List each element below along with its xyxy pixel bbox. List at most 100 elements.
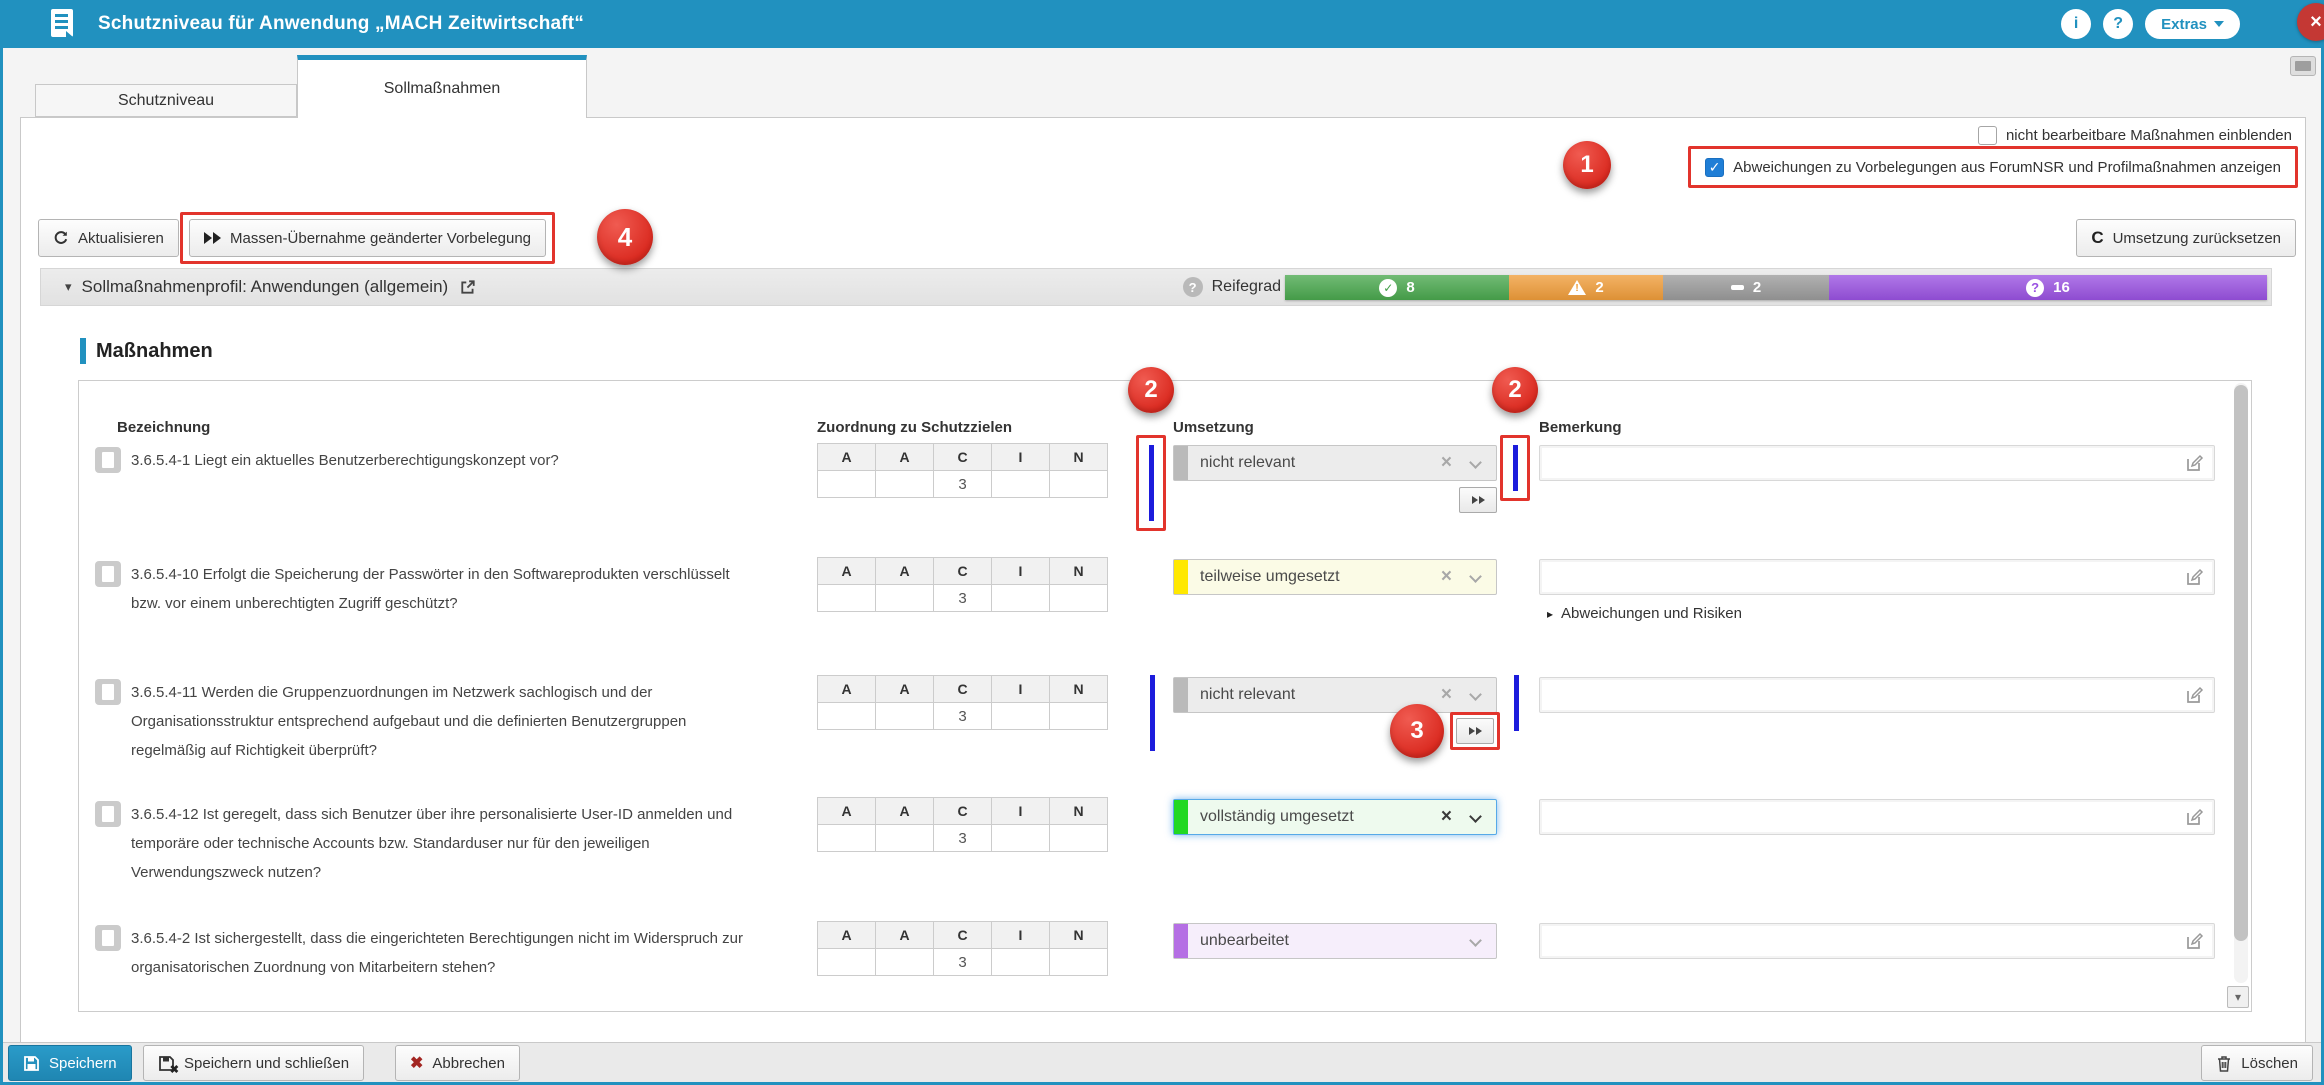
measure-doc-icon[interactable] (95, 561, 121, 587)
info-icon[interactable]: i (2061, 9, 2092, 39)
maturity-help-icon[interactable]: ? (1182, 277, 1203, 297)
annotation-badge-2: 2 (1128, 367, 1174, 413)
edit-icon[interactable] (2185, 808, 2204, 832)
noneditable-checkbox[interactable] (1977, 125, 1997, 145)
refresh-icon (53, 230, 69, 246)
cancel-button[interactable]: ✖ Abbrechen (395, 1045, 520, 1081)
edit-icon[interactable] (2185, 454, 2204, 478)
mass-apply-button[interactable]: Massen-Übernahme geänderter Vorbelegung (189, 219, 547, 257)
status-select[interactable]: unbearbeitet (1173, 923, 1497, 959)
goal-value: 3 (933, 584, 992, 612)
close-window-button[interactable]: × (2297, 3, 2324, 41)
panel-toggle-icon[interactable] (2290, 56, 2316, 76)
apply-default-annotation-box (1450, 712, 1500, 750)
status-select[interactable]: teilweise umgesetzt × (1173, 559, 1497, 595)
chevron-down-icon[interactable] (1469, 810, 1482, 823)
measures-list: Bezeichnung Zuordnung zu Schutzzielen Um… (78, 380, 2252, 1012)
edit-icon[interactable] (2185, 932, 2204, 956)
measure-row: 3.6.5.4-1 Liegt ein aktuelles Benutzerbe… (79, 435, 2229, 559)
note-input[interactable] (1539, 923, 2215, 959)
scrollbar-thumb[interactable] (2234, 385, 2248, 941)
segment-count: 2 (1752, 279, 1762, 296)
status-color-strip (1174, 446, 1188, 480)
footer-action-bar: Speichern ✖ Speichern und schließen ✖ Ab… (3, 1042, 2321, 1082)
noneditable-label: nicht bearbeitbare Maßnahmen einblenden (2005, 126, 2292, 144)
status-select[interactable]: nicht relevant × (1173, 677, 1497, 713)
deviations-checkbox[interactable]: ✓ (1705, 157, 1725, 177)
delete-button[interactable]: Löschen (2201, 1045, 2313, 1081)
profile-title-toggle[interactable]: ▾ Sollmaßnahmenprofil: Anwendungen (allg… (65, 277, 476, 297)
clear-icon[interactable]: × (1440, 566, 1452, 587)
deviations-risks-link[interactable]: ▸ Abweichungen und Risiken (1547, 605, 1742, 622)
status-color-strip (1174, 924, 1188, 958)
column-header-implementation: Umsetzung (1173, 419, 1254, 436)
segment-count: 2 (1595, 279, 1604, 296)
note-input[interactable] (1539, 445, 2215, 481)
measure-doc-icon[interactable] (95, 679, 121, 705)
help-icon[interactable]: ? (2103, 9, 2134, 39)
measure-text: 3.6.5.4-1 Liegt ein aktuelles Benutzerbe… (131, 452, 559, 469)
edit-icon[interactable] (2185, 568, 2204, 592)
note-input[interactable] (1539, 559, 2215, 595)
measure-row: 3.6.5.4-10 Erfolgt die Speicherung der P… (79, 557, 2229, 673)
changed-default-indicator (1512, 445, 1518, 491)
note-input[interactable] (1539, 799, 2215, 835)
maturity-progress-bar: ✓ 8 ! 2 2 ? 16 (1285, 275, 2267, 300)
clear-icon[interactable]: × (1440, 684, 1452, 705)
goal-value: 3 (933, 948, 992, 976)
expand-triangle-icon: ▸ (1547, 606, 1554, 621)
save-button[interactable]: Speichern (8, 1045, 132, 1081)
status-select[interactable]: nicht relevant × (1173, 445, 1497, 481)
annotation-badge-3: 3 (1390, 704, 1444, 758)
refresh-button[interactable]: Aktualisieren (38, 219, 179, 257)
extras-menu-button[interactable]: Extras (2145, 9, 2240, 39)
changed-default-indicator (1514, 675, 1519, 731)
segment-count: 16 (2053, 279, 2070, 296)
external-link-icon[interactable] (460, 279, 476, 295)
edit-icon[interactable] (2185, 686, 2204, 710)
reset-implementation-button[interactable]: C Umsetzung zurücksetzen (2076, 219, 2296, 257)
measure-doc-icon[interactable] (95, 801, 121, 827)
save-and-close-button[interactable]: ✖ Speichern und schließen (143, 1045, 365, 1081)
chevron-down-icon[interactable] (1469, 934, 1482, 947)
chevron-down-icon[interactable] (1469, 456, 1482, 469)
column-header-name: Bezeichnung (117, 419, 211, 436)
tab-schutzniveau[interactable]: Schutzniveau (35, 84, 297, 117)
fast-forward-icon (1471, 496, 1485, 504)
goal-value: 3 (933, 824, 992, 852)
annotation-badge-2: 2 (1492, 367, 1538, 413)
measure-doc-icon[interactable] (95, 925, 121, 951)
measure-text: 3.6.5.4-12 Ist geregelt, dass sich Benut… (131, 806, 733, 881)
segment-implemented: ✓ 8 (1285, 275, 1509, 300)
question-icon: ? (2026, 278, 2045, 297)
scroll-down-button[interactable]: ▾ (2227, 986, 2249, 1008)
status-select[interactable]: vollständig umgesetzt × (1173, 799, 1497, 835)
chevron-down-icon[interactable] (1469, 688, 1482, 701)
apply-default-button[interactable] (1456, 718, 1494, 744)
apply-default-button[interactable] (1459, 487, 1497, 513)
note-input[interactable] (1539, 677, 2215, 713)
collapse-arrow-icon: ▾ (65, 279, 72, 294)
measure-row: 3.6.5.4-11 Werden die Gruppenzuordnungen… (79, 675, 2229, 791)
filter-noneditable-row: nicht bearbeitbare Maßnahmen einblenden (1977, 123, 2292, 147)
segment-partial: ! 2 (1509, 275, 1663, 300)
section-title: Maßnahmen (96, 339, 213, 362)
reset-icon: C (2091, 228, 2104, 247)
tab-sollmassnahmen[interactable]: Sollmaßnahmen (297, 55, 587, 118)
goal-value: 3 (933, 702, 992, 730)
measure-doc-icon[interactable] (95, 447, 121, 473)
window-title: Schutzniveau für Anwendung „MACH Zeitwir… (98, 13, 585, 34)
annotation-badge-1: 1 (1563, 141, 1611, 189)
mass-apply-annotation-box: Massen-Übernahme geänderter Vorbelegung (180, 212, 556, 264)
changed-default-indicator (1148, 445, 1154, 521)
clear-icon[interactable]: × (1440, 452, 1452, 473)
clear-icon[interactable]: × (1440, 806, 1452, 827)
fast-forward-icon (204, 232, 221, 244)
section-accent-bar (80, 338, 86, 364)
measure-text: 3.6.5.4-11 Werden die Gruppenzuordnungen… (131, 684, 687, 759)
chevron-down-icon[interactable] (1469, 570, 1482, 583)
deviations-label: Abweichungen zu Vorbelegungen aus ForumN… (1733, 158, 2281, 176)
